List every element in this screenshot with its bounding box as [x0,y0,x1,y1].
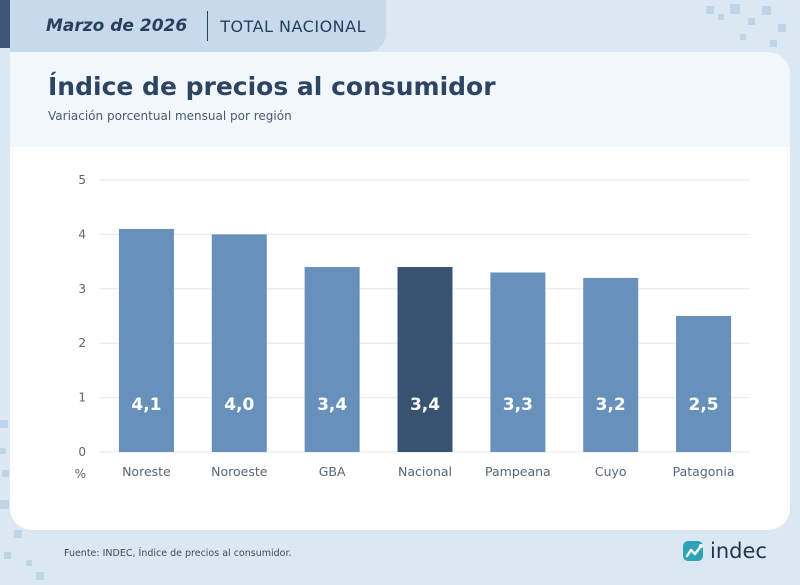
x-tick-label: Noreste [122,464,171,479]
y-tick-label: 0 [78,445,86,459]
x-tick-label: GBA [319,464,346,479]
x-tick-label: Noroeste [211,464,268,479]
header-divider [207,11,209,41]
y-tick-label: 2 [78,336,86,350]
logo-text: indec [710,539,767,563]
bar-value-label: 3,4 [410,395,440,415]
chart-subtitle: Variación porcentual mensual por región [48,109,292,123]
header-date: Marzo de 2026 [46,16,188,36]
header-scope: TOTAL NACIONAL [220,16,366,36]
bar [118,228,174,452]
bar-value-label: 3,3 [503,395,533,415]
x-tick-label: Cuyo [595,464,627,479]
y-axis-unit: % [75,467,86,481]
bar [304,267,360,452]
bar-value-label: 4,1 [131,395,161,415]
bar [211,234,267,452]
bar [583,277,639,452]
y-tick-label: 3 [78,282,86,296]
y-tick-label: 5 [78,173,86,187]
indec-logo-icon [683,541,703,561]
bar [490,272,546,452]
plot-panel: 0 1 2 3 4 5% 4,1 Noreste 4,0 Noroeste 3,4 GBA 3,4 Nac… [10,147,790,530]
x-tick-label: Pampeana [485,464,551,479]
bar-value-label: 3,4 [317,395,347,415]
header-tab: Marzo de 2026 TOTAL NACIONAL [10,0,386,52]
y-tick-label: 4 [78,227,86,241]
bar-chart: 0 1 2 3 4 5% 4,1 Noreste 4,0 Noroeste 3,4 GBA 3,4 Nac… [75,173,750,481]
bar-value-label: 4,0 [224,395,254,415]
y-tick-label: 1 [78,391,86,405]
bar [397,267,453,452]
bar-value-label: 2,5 [689,395,719,415]
source-note: Fuente: INDEC, Índice de precios al cons… [64,548,292,559]
bar [676,316,732,452]
indec-logo: indec [682,539,767,563]
bar-value-label: 3,2 [596,395,626,415]
chart-card: Índice de precios al consumidor Variació… [10,52,790,530]
chart-title: Índice de precios al consumidor [48,72,496,101]
x-tick-label: Patagonia [673,464,735,479]
x-tick-label: Nacional [398,464,452,479]
